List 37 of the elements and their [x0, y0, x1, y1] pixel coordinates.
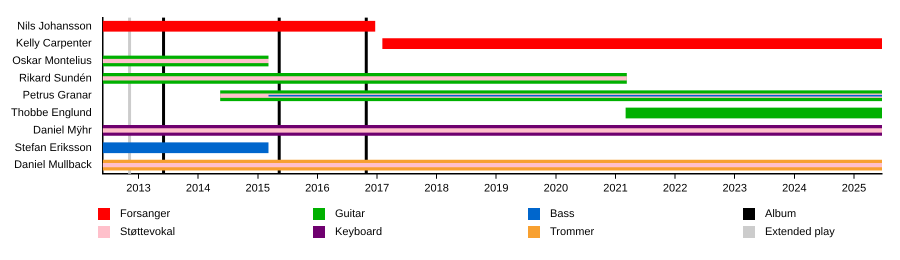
- y-tick-label: Daniel Mÿhr: [33, 124, 92, 136]
- legend-label: Trommer: [550, 226, 594, 238]
- legend-label: Forsanger: [120, 208, 170, 220]
- x-tick-label: 2021: [603, 182, 628, 194]
- x-tick-label: 2020: [544, 182, 568, 194]
- y-tick-label: Daniel Mullback: [14, 159, 92, 172]
- x-tick-label: 2015: [246, 182, 270, 194]
- x-tick-label: 2016: [305, 182, 330, 194]
- x-tick-label: 2013: [126, 182, 151, 194]
- y-tick-label: Nils Johansson: [17, 20, 92, 32]
- y-tick-label: Petrus Granar: [22, 90, 92, 102]
- y-tick-label: Kelly Carpenter: [16, 38, 92, 50]
- y-tick-label: Stefan Eriksson: [14, 142, 92, 154]
- legend-label: Keyboard: [335, 226, 382, 238]
- bar: [102, 58, 268, 64]
- y-tick-label: Thobbe Englund: [11, 107, 92, 120]
- bar: [102, 20, 376, 32]
- legend-label: Album: [765, 208, 796, 220]
- bar: [102, 76, 627, 80]
- x-tick-label: 2014: [186, 182, 210, 194]
- y-tick-label: Rikard Sundén: [18, 72, 92, 84]
- x-tick-label: 2018: [424, 182, 449, 194]
- y-tick-label: Oskar Montelius: [12, 55, 92, 68]
- legend-label: Støttevokal: [120, 226, 176, 238]
- x-tick-label: 2025: [842, 182, 866, 194]
- bar: [382, 38, 882, 50]
- x-tick-label: 2019: [484, 182, 508, 194]
- bar: [626, 108, 882, 118]
- legend-label: Bass: [550, 208, 574, 220]
- x-tick-label: 2023: [722, 182, 747, 194]
- legend-label: Guitar: [335, 208, 365, 220]
- x-tick-label: 2022: [662, 182, 688, 194]
- bar: [102, 128, 882, 133]
- legend-label: Extended play: [765, 226, 835, 238]
- x-tick-label: 2024: [782, 182, 807, 194]
- bar: [102, 162, 882, 168]
- x-tick-label: 2017: [364, 182, 390, 194]
